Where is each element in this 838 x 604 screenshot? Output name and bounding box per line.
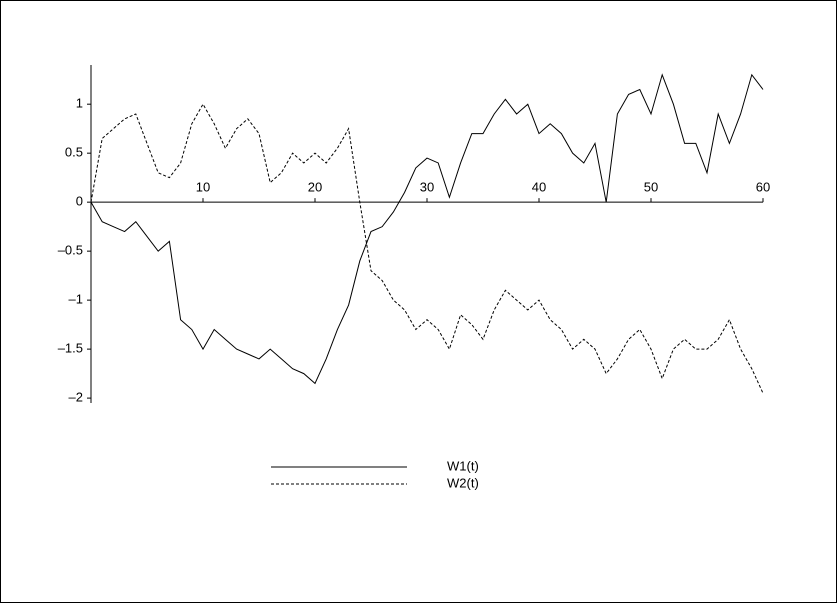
legend-label: W2(t) — [447, 475, 479, 490]
y-tick-label: 0 — [76, 194, 83, 209]
series-line — [90, 103, 764, 394]
x-tick-label: 10 — [196, 180, 210, 195]
y-tick-label: 1 — [76, 96, 83, 111]
x-tick-label: 40 — [532, 180, 546, 195]
series-line — [90, 73, 764, 385]
y-tick-label: –0.5 — [58, 243, 83, 258]
x-tick-label: 60 — [756, 180, 770, 195]
x-tick-label: 20 — [308, 180, 322, 195]
y-tick-label: 0.5 — [65, 145, 83, 160]
legend-label: W1(t) — [447, 458, 479, 473]
y-tick-label: –2 — [69, 390, 83, 405]
x-tick-label: 50 — [644, 180, 658, 195]
y-tick-label: –1.5 — [58, 341, 83, 356]
x-tick-label: 30 — [420, 180, 434, 195]
y-tick-label: –1 — [69, 292, 83, 307]
